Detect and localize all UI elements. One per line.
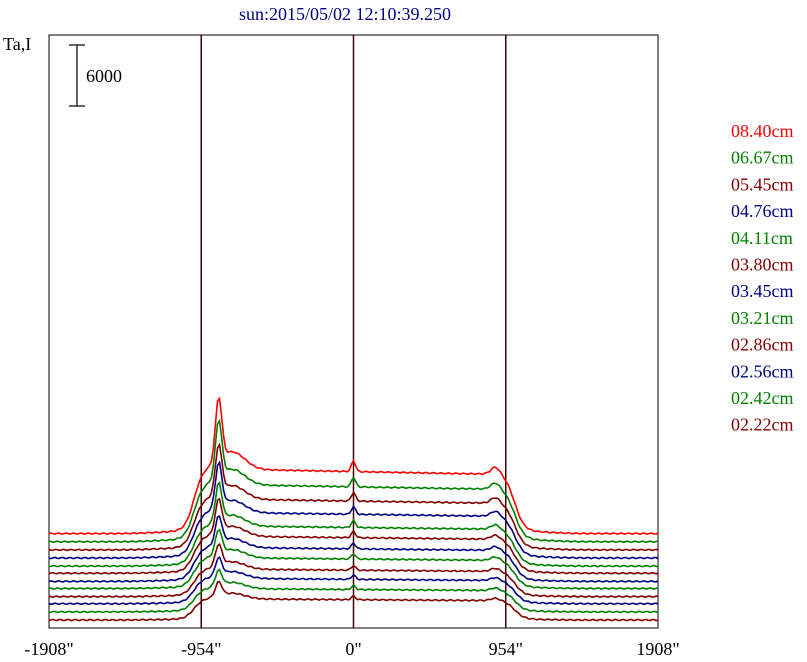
legend-entry: 02.42cm [731, 388, 794, 408]
series-line-06.67cm [48, 418, 659, 544]
legend-entry: 02.86cm [731, 335, 794, 355]
legend-entry: 04.76cm [731, 201, 794, 221]
legend-entry: 04.11cm [731, 228, 793, 248]
legend: 08.40cm 06.67cm 05.45cm 04.76cm 04.11cm 03.80… [731, 121, 794, 435]
x-tick-labels: -1908" -954" 0" 954" 1908" [24, 639, 679, 659]
legend-entry: 02.22cm [731, 415, 794, 435]
x-tick-label: 0" [345, 639, 361, 659]
y-axis-label: Ta,I [3, 34, 31, 54]
series-line-02.86cm [48, 542, 659, 599]
series-line-05.45cm [48, 442, 659, 552]
legend-entry: 05.45cm [731, 174, 794, 194]
legend-entry: 08.40cm [731, 121, 794, 141]
x-tick-label: 954" [489, 639, 523, 659]
series-line-04.76cm [48, 460, 659, 560]
series-line-02.22cm [48, 580, 659, 622]
legend-entry: 02.56cm [731, 361, 794, 381]
vertical-markers [200, 35, 507, 628]
x-tick-label: -954" [181, 639, 221, 659]
series-line-04.11cm [48, 480, 659, 568]
scale-bar: 6000 [69, 44, 122, 107]
legend-entry: 03.21cm [731, 308, 794, 328]
legend-entry: 06.67cm [731, 148, 794, 168]
chart-title: sun:2015/05/02 12:10:39.250 [239, 4, 451, 24]
series-line-02.56cm [48, 555, 659, 606]
series-lines [48, 396, 659, 622]
x-tick-label: 1908" [636, 639, 679, 659]
scale-bar-label: 6000 [86, 66, 122, 86]
series-line-03.21cm [49, 528, 659, 590]
series-line-03.80cm [48, 497, 659, 575]
series-line-02.42cm [48, 568, 659, 614]
series-line-03.45cm [48, 515, 659, 583]
series-line-08.40cm [48, 396, 659, 536]
legend-entry: 03.80cm [731, 255, 794, 275]
legend-entry: 03.45cm [731, 281, 794, 301]
x-tick-label: -1908" [24, 639, 73, 659]
